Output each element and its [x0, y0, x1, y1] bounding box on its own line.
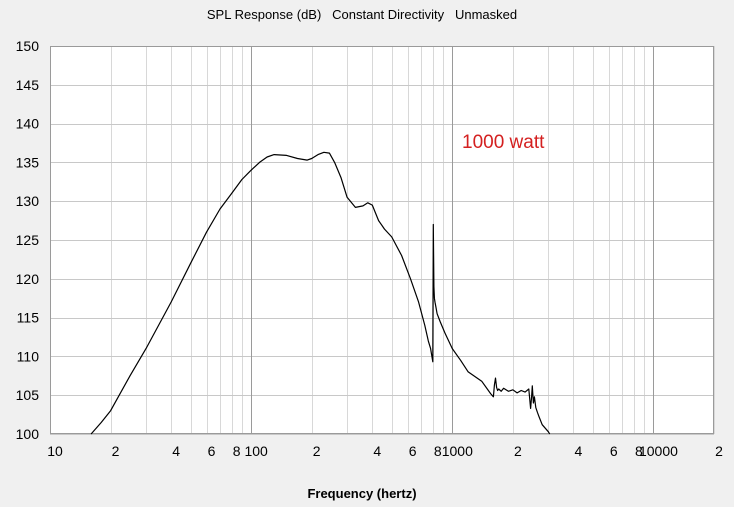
x-tick-label: 10	[47, 443, 63, 459]
x-tick-label: 8	[434, 443, 442, 459]
power-annotation: 1000 watt	[462, 132, 545, 153]
x-tick-label: 6	[208, 443, 216, 459]
x-tick-label: 1000	[442, 443, 473, 459]
y-tick-label: 125	[16, 232, 40, 248]
plot-frame	[50, 46, 714, 434]
y-tick-label: 100	[16, 426, 40, 442]
x-tick-label: 4	[575, 443, 583, 459]
y-tick-label: 130	[16, 193, 40, 209]
x-tick-label: 10000	[639, 443, 678, 459]
x-axis-title: Frequency (hertz)	[307, 486, 416, 501]
y-tick-label: 145	[16, 77, 40, 93]
x-tick-label: 100	[244, 443, 268, 459]
y-tick-label: 105	[16, 387, 40, 403]
x-tick-label: 8	[233, 443, 241, 459]
y-tick-label: 120	[16, 271, 40, 287]
series-line-0	[90, 151, 551, 435]
x-tick-label: 6	[610, 443, 618, 459]
chart-title: SPL Response (dB) Constant Directivity U…	[207, 7, 517, 22]
x-tick-label: 2	[313, 443, 321, 459]
y-axis: 100 105 110 115 120 125 130 135 140 145 150	[16, 38, 40, 442]
y-tick-label: 110	[17, 348, 40, 364]
y-tick-label: 150	[16, 38, 40, 54]
x-tick-label: 6	[409, 443, 417, 459]
x-tick-label: 2	[715, 443, 723, 459]
series-group	[90, 151, 551, 435]
x-tick-label: 4	[373, 443, 381, 459]
y-tick-label: 135	[16, 154, 40, 170]
x-tick-label: 4	[172, 443, 180, 459]
x-tick-label: 2	[514, 443, 522, 459]
y-tick-label: 115	[17, 310, 40, 326]
x-tick-label: 2	[112, 443, 120, 459]
x-tick-label: 8	[635, 443, 643, 459]
y-tick-label: 140	[16, 116, 40, 132]
